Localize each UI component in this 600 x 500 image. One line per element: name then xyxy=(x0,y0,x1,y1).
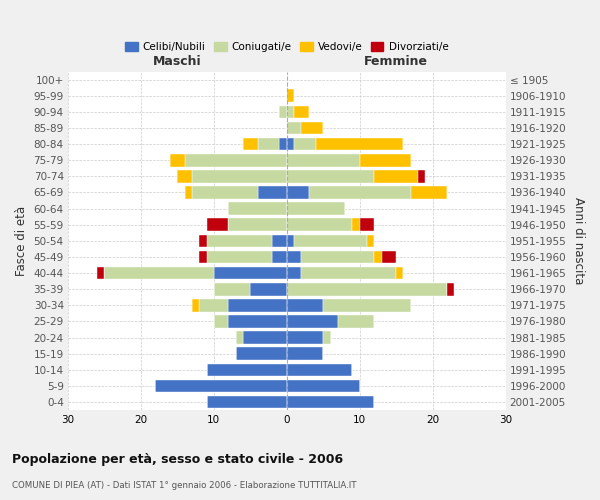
Bar xyxy=(287,122,301,134)
Y-axis label: Anni di nascita: Anni di nascita xyxy=(572,197,585,284)
Bar xyxy=(287,186,308,199)
Bar xyxy=(287,90,294,102)
Bar xyxy=(323,299,411,312)
Bar xyxy=(301,250,374,264)
Bar xyxy=(192,299,199,312)
Bar xyxy=(287,348,323,360)
Bar xyxy=(287,202,345,215)
Bar xyxy=(287,154,359,166)
Bar xyxy=(287,218,352,231)
Bar xyxy=(294,106,308,118)
Bar xyxy=(272,234,287,247)
Bar xyxy=(294,234,367,247)
Bar xyxy=(199,299,229,312)
Bar xyxy=(229,218,287,231)
Bar xyxy=(367,234,374,247)
Bar xyxy=(229,299,287,312)
Bar xyxy=(308,186,411,199)
Bar xyxy=(243,138,257,150)
Bar xyxy=(272,250,287,264)
Bar xyxy=(280,138,287,150)
Y-axis label: Fasce di età: Fasce di età xyxy=(15,206,28,276)
Bar xyxy=(301,122,323,134)
Bar xyxy=(447,283,454,296)
Legend: Celibi/Nubili, Coniugati/e, Vedovi/e, Divorziati/e: Celibi/Nubili, Coniugati/e, Vedovi/e, Di… xyxy=(121,38,452,56)
Bar xyxy=(287,299,323,312)
Bar xyxy=(287,315,338,328)
Bar xyxy=(155,380,287,392)
Bar xyxy=(199,234,206,247)
Text: Femmine: Femmine xyxy=(364,56,428,68)
Bar xyxy=(316,138,403,150)
Bar xyxy=(287,138,294,150)
Bar xyxy=(287,364,352,376)
Bar xyxy=(287,332,323,344)
Bar xyxy=(206,234,272,247)
Bar xyxy=(206,218,229,231)
Bar xyxy=(287,267,301,280)
Bar xyxy=(192,170,287,182)
Bar xyxy=(257,186,287,199)
Bar xyxy=(104,267,214,280)
Bar xyxy=(206,364,287,376)
Bar xyxy=(199,250,206,264)
Bar xyxy=(97,267,104,280)
Bar xyxy=(287,106,294,118)
Bar xyxy=(374,250,382,264)
Bar xyxy=(178,170,192,182)
Bar xyxy=(287,170,374,182)
Bar xyxy=(287,380,359,392)
Bar xyxy=(185,154,287,166)
Bar xyxy=(214,267,287,280)
Bar xyxy=(352,218,359,231)
Bar xyxy=(229,315,287,328)
Text: COMUNE DI PIEA (AT) - Dati ISTAT 1° gennaio 2006 - Elaborazione TUTTITALIA.IT: COMUNE DI PIEA (AT) - Dati ISTAT 1° genn… xyxy=(12,481,356,490)
Bar xyxy=(214,315,229,328)
Bar xyxy=(301,267,396,280)
Bar xyxy=(185,186,192,199)
Bar xyxy=(170,154,185,166)
Bar xyxy=(323,332,331,344)
Bar xyxy=(382,250,396,264)
Bar xyxy=(294,138,316,150)
Bar xyxy=(374,170,418,182)
Bar xyxy=(411,186,447,199)
Bar xyxy=(192,186,257,199)
Bar xyxy=(338,315,374,328)
Bar xyxy=(287,234,294,247)
Bar xyxy=(206,250,272,264)
Bar xyxy=(359,218,374,231)
Bar xyxy=(243,332,287,344)
Bar xyxy=(257,138,280,150)
Bar xyxy=(280,106,287,118)
Bar xyxy=(287,396,374,408)
Bar xyxy=(396,267,403,280)
Bar xyxy=(214,283,250,296)
Bar xyxy=(287,283,447,296)
Bar xyxy=(287,250,301,264)
Text: Maschi: Maschi xyxy=(153,56,202,68)
Bar xyxy=(236,348,287,360)
Bar xyxy=(206,396,287,408)
Bar xyxy=(229,202,287,215)
Bar xyxy=(359,154,411,166)
Bar xyxy=(418,170,425,182)
Text: Popolazione per età, sesso e stato civile - 2006: Popolazione per età, sesso e stato civil… xyxy=(12,452,343,466)
Bar xyxy=(250,283,287,296)
Bar xyxy=(236,332,243,344)
